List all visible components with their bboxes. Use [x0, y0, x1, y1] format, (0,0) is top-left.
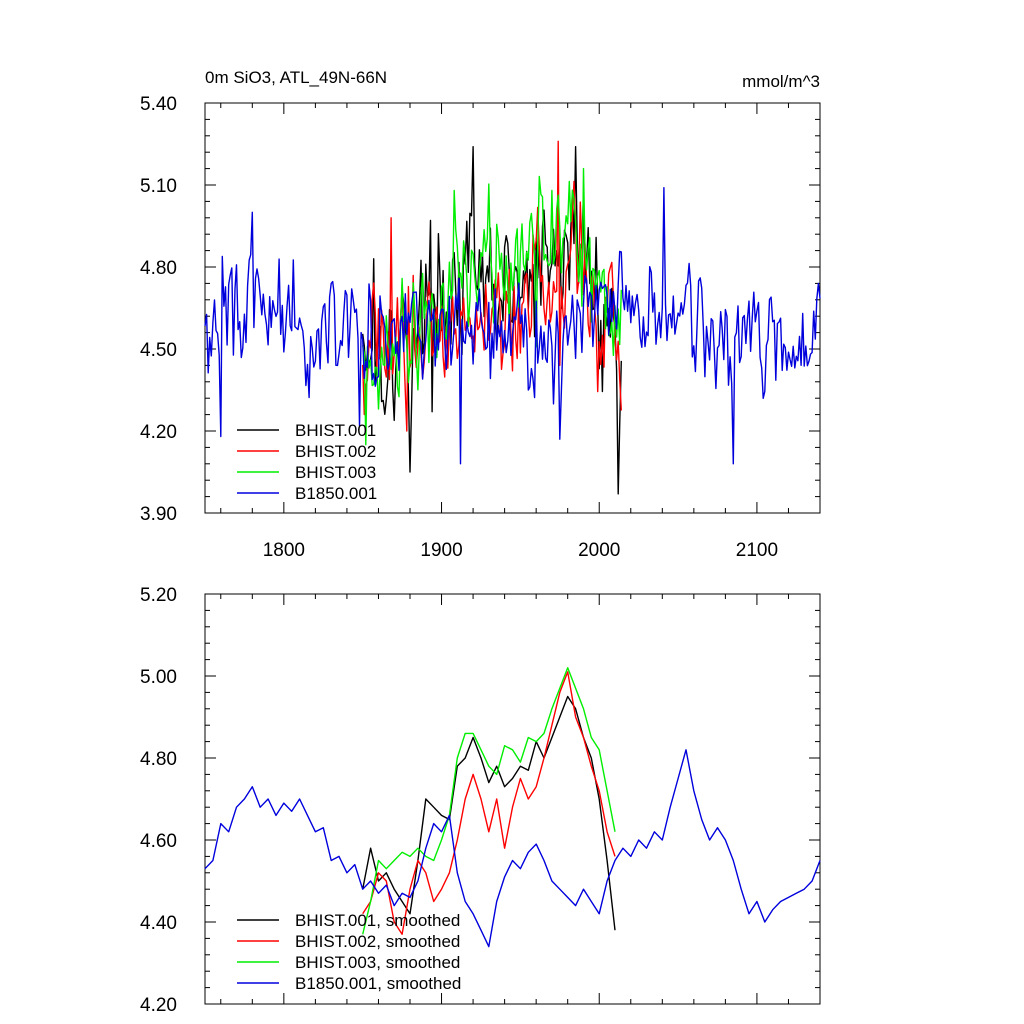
series-line-bhist-002-smoothed: [362, 671, 616, 935]
bottom-panel: 4.20 4.40 4.60 4.80 5.00 5.20 BHIST.001, smoo…: [140, 585, 821, 1016]
y-tick-label: 4.50: [140, 340, 177, 361]
y-tick-label: 4.80: [140, 258, 177, 279]
top-panel-title: 0m SiO3, ATL_49N-66N: [205, 68, 387, 87]
legend-label-b1850-001: B1850.001: [295, 484, 377, 503]
y-tick-label: 4.20: [140, 422, 177, 443]
top-axis-ticks: 1800 1900 2000 2100 3.90 4.20 4.50 4.80 5.10 5.40: [140, 94, 821, 561]
series-line-bhist-003-smoothed: [362, 667, 616, 935]
bottom-plot-frame: [204, 593, 821, 1005]
top-legend: BHIST.001 BHIST.002 BHIST.003 B1850.001: [237, 421, 377, 503]
top-panel-units: mmol/m^3: [742, 72, 820, 91]
series-line-b1850-001-smoothed: [204, 749, 821, 948]
bottom-series: [204, 667, 821, 948]
y-tick-label: 5.00: [140, 667, 177, 688]
legend-label-bhist-002-smoothed: BHIST.002, smoothed: [295, 932, 460, 951]
y-tick-label: 4.60: [140, 831, 177, 852]
legend-label-bhist-003: BHIST.003: [295, 463, 376, 482]
x-tick-label: 2000: [578, 540, 620, 561]
legend-label-b1850-001-smoothed: B1850.001, smoothed: [295, 974, 461, 993]
y-tick-label: 5.20: [140, 585, 177, 606]
series-line-bhist-003: [362, 167, 622, 446]
series-line-b1850-001: [204, 187, 821, 465]
top-plot-frame: [204, 102, 821, 514]
legend-label-bhist-001: BHIST.001: [295, 421, 376, 440]
bottom-axis-ticks: 4.20 4.40 4.60 4.80 5.00 5.20: [140, 585, 821, 1016]
y-tick-label: 5.10: [140, 176, 177, 197]
y-tick-label: 4.20: [140, 995, 177, 1016]
legend-label-bhist-001-smoothed: BHIST.001, smoothed: [295, 911, 460, 930]
x-tick-label: 1800: [263, 540, 305, 561]
y-tick-label: 3.90: [140, 504, 177, 525]
y-tick-label: 4.80: [140, 749, 177, 770]
x-tick-label: 2100: [736, 540, 778, 561]
legend-label-bhist-003-smoothed: BHIST.003, smoothed: [295, 953, 460, 972]
x-tick-label: 1900: [420, 540, 462, 561]
top-panel: 0m SiO3, ATL_49N-66N mmol/m^3 1800 1900 20…: [140, 68, 821, 561]
legend-label-bhist-002: BHIST.002: [295, 442, 376, 461]
bottom-legend: BHIST.001, smoothed BHIST.002, smoothed BH…: [237, 911, 461, 993]
y-tick-label: 4.40: [140, 913, 177, 934]
y-tick-label: 5.40: [140, 94, 177, 115]
series-line-bhist-002: [362, 140, 622, 432]
top-series: [204, 140, 821, 495]
